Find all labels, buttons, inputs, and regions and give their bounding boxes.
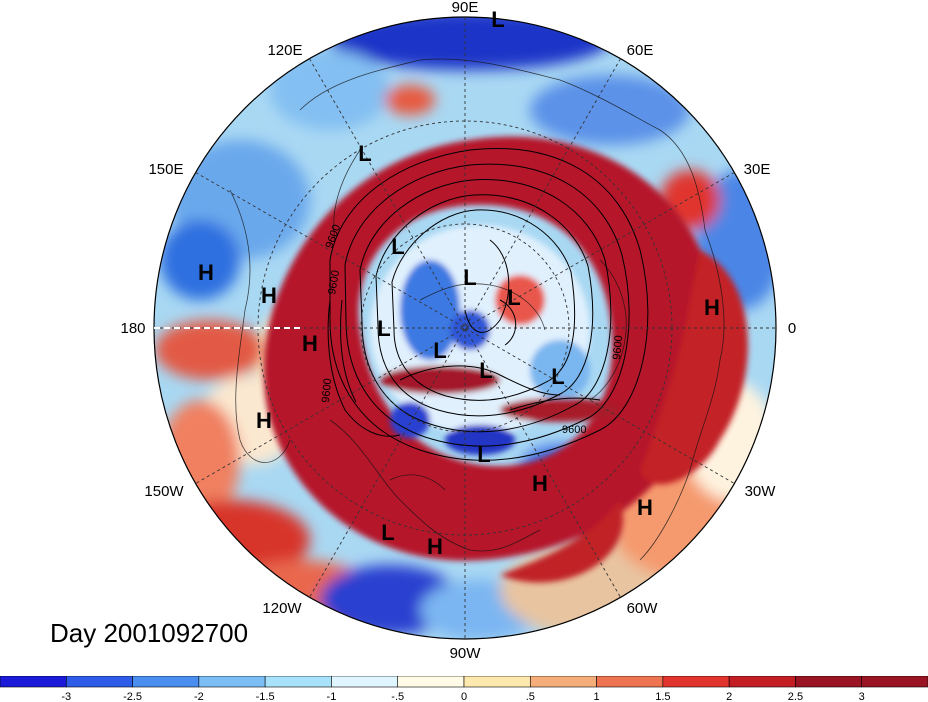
high-pressure-marker: H <box>704 295 720 320</box>
lon-label: 180 <box>120 320 145 337</box>
high-pressure-marker: H <box>637 495 653 520</box>
high-pressure-marker: H <box>302 331 318 356</box>
colorbar-box <box>463 676 531 688</box>
coastlines <box>229 58 725 561</box>
low-pressure-marker: L <box>463 265 476 290</box>
colorbar-box <box>65 676 133 688</box>
low-pressure-marker: L <box>507 285 520 310</box>
low-pressure-marker: L <box>491 7 504 32</box>
lon-label: 90W <box>450 645 482 662</box>
pressure-system-markers: L L L L L L L L L L L H H H H H H H H <box>198 7 720 559</box>
colorbar-box <box>596 676 664 688</box>
colorbar-boxes <box>0 676 928 688</box>
lon-label: 60E <box>627 42 654 59</box>
colorbar-tick-label: 2 <box>726 691 732 702</box>
colorbar-tick-label: 1 <box>594 691 600 702</box>
low-pressure-marker: L <box>377 316 390 341</box>
low-pressure-marker: L <box>358 141 371 166</box>
low-pressure-marker: L <box>433 338 446 363</box>
colorbar: -3 -2.5 -2 -1.5 -1 -.5 0 .5 1 1.5 2 2.5 3 <box>0 676 928 702</box>
colorbar-box <box>795 676 863 688</box>
colorbar-labels: -3 -2.5 -2 -1.5 -1 -.5 0 .5 1 1.5 2 2.5 3 <box>61 691 864 702</box>
lon-label: 150W <box>144 483 184 500</box>
lon-label: 150E <box>148 161 183 178</box>
high-pressure-marker: H <box>532 471 548 496</box>
colorbar-box <box>132 676 200 688</box>
contour-label: 9600 <box>320 378 334 403</box>
colorbar-box <box>264 676 332 688</box>
high-pressure-marker: H <box>256 408 272 433</box>
colorbar-tick-label: 1.5 <box>655 691 670 702</box>
colorbar-tick-label: 0 <box>461 691 467 702</box>
contour-label: 9600 <box>562 424 586 436</box>
plot-title: Day 2001092700 <box>50 618 249 648</box>
low-pressure-marker: L <box>479 358 492 383</box>
colorbar-tick-label: -3 <box>61 691 71 702</box>
colorbar-tick-label: -1.5 <box>256 691 275 702</box>
low-pressure-marker: L <box>551 364 564 389</box>
colorbar-tick-label: .5 <box>526 691 535 702</box>
colorbar-tick-label: -.5 <box>391 691 404 702</box>
colorbar-tick-label: 3 <box>859 691 865 702</box>
high-pressure-marker: H <box>261 283 277 308</box>
colorbar-box <box>198 676 266 688</box>
colorbar-box <box>397 676 465 688</box>
high-pressure-marker: H <box>427 534 443 559</box>
colorbar-tick-label: -1 <box>327 691 337 702</box>
longitude-labels: 90E 60E 30E 0 30W 60W 90W 120W 150W 180 … <box>120 0 796 662</box>
colorbar-box <box>529 676 597 688</box>
height-contours <box>327 148 649 461</box>
lon-label: 30W <box>745 483 777 500</box>
colorbar-tick-label: -2 <box>194 691 204 702</box>
lon-label: 120E <box>267 42 302 59</box>
contour-label: 9600 <box>326 269 342 295</box>
colorbar-tick-label: 2.5 <box>788 691 803 702</box>
colorbar-box <box>861 676 928 688</box>
lon-label: 60W <box>627 600 659 617</box>
low-pressure-marker: L <box>477 442 490 467</box>
low-pressure-marker: L <box>391 234 404 259</box>
contour-label: 9600 <box>611 335 625 360</box>
colorbar-box <box>662 676 730 688</box>
high-pressure-marker: H <box>198 260 214 285</box>
lon-label: 120W <box>262 600 302 617</box>
contour-value-labels: 9600 9600 9600 9600 9600 <box>320 223 625 436</box>
colorbar-box <box>728 676 796 688</box>
colorbar-box <box>331 676 399 688</box>
low-pressure-marker: L <box>381 520 394 545</box>
lon-label: 90E <box>452 0 479 16</box>
lon-label: 30E <box>744 161 771 178</box>
colorbar-tick-label: -2.5 <box>123 691 142 702</box>
colorbar-box <box>0 676 67 688</box>
lon-label: 0 <box>788 320 796 337</box>
